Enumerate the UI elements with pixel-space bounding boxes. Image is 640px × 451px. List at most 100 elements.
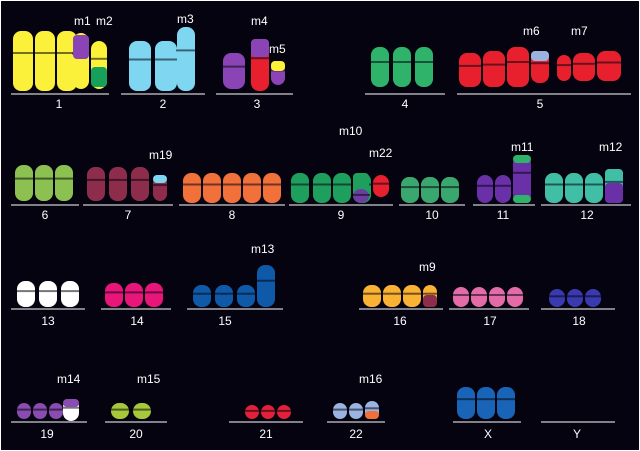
centromere — [470, 294, 488, 296]
chromosome — [17, 281, 35, 307]
chromosome — [111, 403, 129, 419]
marker-band — [513, 155, 531, 163]
centromere — [242, 183, 262, 186]
marker-label: m19 — [149, 148, 173, 162]
centromere — [32, 408, 48, 411]
chromosome-number: 5 — [537, 97, 544, 111]
chromosome — [459, 53, 481, 87]
chromosome — [371, 47, 389, 87]
chromosome — [55, 165, 73, 201]
centromere — [372, 182, 390, 185]
centromere — [496, 398, 516, 401]
centromere — [440, 186, 460, 189]
centromere — [256, 279, 276, 282]
marker-label: m3 — [177, 12, 194, 26]
chromosome — [105, 283, 123, 307]
chromosome — [39, 281, 57, 307]
centromere — [236, 292, 256, 295]
chromosome-group-2: 2 m3 — [121, 12, 205, 111]
centromere — [312, 183, 332, 186]
centromere — [86, 178, 106, 181]
chromosome — [513, 155, 531, 203]
centromere — [544, 183, 564, 186]
chromosome — [133, 403, 151, 419]
chromosome-group-22: 22 m16 — [327, 372, 385, 441]
chromosome-number: 8 — [229, 208, 236, 222]
chromosome-number: 12 — [580, 208, 594, 222]
centromere — [332, 408, 348, 411]
centromere — [556, 64, 572, 67]
chromosome-group-5: 5 m6 m7 — [457, 24, 631, 111]
chromosome — [263, 173, 281, 203]
centromere — [222, 183, 242, 186]
chromosome-number: 9 — [338, 208, 345, 222]
centromere — [38, 290, 58, 293]
chromosome — [223, 173, 241, 203]
centromere — [506, 294, 524, 296]
chromosome-number: Y — [573, 427, 581, 441]
chromosome-number: 4 — [402, 97, 409, 111]
chromosome-group-6: 6 — [11, 165, 79, 222]
chromosome — [333, 403, 347, 419]
centromere — [420, 186, 440, 189]
centromere — [14, 177, 34, 180]
chromosome — [483, 51, 505, 87]
chromosome — [49, 403, 63, 419]
centromere — [476, 184, 494, 187]
centromere — [276, 409, 292, 412]
marker-band — [353, 173, 369, 189]
chromosome-number: 21 — [259, 427, 273, 441]
chromosome — [155, 41, 177, 91]
chromosome-number: 20 — [129, 427, 143, 441]
chromosome-group-12: 12 m12 — [541, 140, 631, 222]
chromosome-group-8: 8 — [179, 173, 285, 222]
chromosome — [257, 265, 275, 307]
chromosome — [109, 167, 127, 201]
centromere — [400, 186, 420, 189]
chromosome-number: 18 — [572, 314, 586, 328]
centromere — [348, 408, 364, 411]
marker-band — [531, 51, 549, 61]
chromosome-number: 17 — [483, 314, 497, 328]
centromere — [382, 292, 402, 295]
centromere — [422, 292, 438, 295]
chromosome-number: 13 — [41, 314, 55, 328]
centromere — [154, 58, 178, 61]
centromere — [414, 61, 434, 63]
chromosome — [245, 405, 259, 419]
chromosome — [15, 165, 33, 201]
marker-band — [513, 195, 531, 203]
chromosome — [125, 283, 143, 307]
chromosome-number: 1 — [56, 97, 63, 111]
chromosome — [13, 31, 33, 91]
chromosome — [373, 175, 389, 197]
chromosome-group-10: 10 — [399, 177, 465, 222]
centromere — [128, 58, 152, 61]
chromosome — [421, 177, 439, 203]
centromere — [54, 177, 74, 180]
marker-band — [605, 169, 623, 179]
chromosome — [549, 289, 565, 307]
chromosome-number: 11 — [497, 208, 510, 222]
chromosome — [177, 27, 195, 91]
chromosome — [277, 405, 291, 419]
chromosome-group-16: 16 m9 — [359, 260, 443, 328]
chromosome — [545, 173, 563, 203]
marker-band — [365, 411, 379, 419]
centromere — [104, 291, 124, 294]
chromosome — [585, 173, 603, 203]
chromosome — [243, 173, 261, 203]
marker-label: m5 — [269, 42, 286, 56]
chromosome — [35, 31, 55, 91]
marker-label: m16 — [359, 372, 383, 386]
chromosome-group-20: 20 m15 — [105, 372, 167, 441]
marker-band — [271, 61, 285, 71]
chromosome — [565, 173, 583, 203]
chromosome — [453, 287, 469, 307]
centromere — [34, 52, 56, 54]
centromere — [108, 178, 128, 181]
chromosome — [507, 47, 529, 87]
chromosome-number: 19 — [40, 427, 54, 441]
chromosome — [17, 403, 31, 419]
